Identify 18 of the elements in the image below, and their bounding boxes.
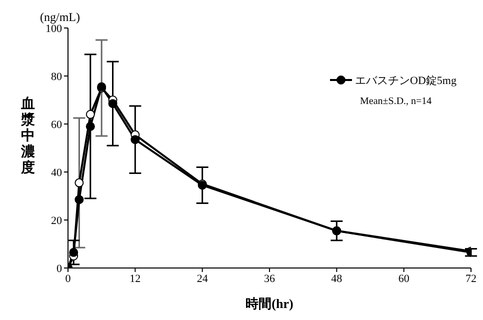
y-tick-label: 100 xyxy=(46,22,62,35)
y-tick-label: 60 xyxy=(51,118,62,131)
x-tick-label: 72 xyxy=(466,272,476,285)
y-tick-label: 0 xyxy=(56,262,62,275)
x-tick-label: 60 xyxy=(398,272,410,285)
y-axis-title: 血漿中濃度 xyxy=(20,96,35,176)
y-tick-label: 20 xyxy=(51,214,62,227)
x-tick-label: 48 xyxy=(331,272,343,285)
x-tick-label: 12 xyxy=(130,272,141,285)
x-tick-label: 24 xyxy=(196,272,208,285)
text: (ng/mL) xyxy=(40,10,80,24)
x-tick-label: 0 xyxy=(65,272,72,285)
annotation: Mean±S.D., n=14 xyxy=(360,96,433,107)
y-tick-label: 80 xyxy=(51,70,62,83)
x-axis-title: 時間(hr) xyxy=(246,296,294,311)
y-tick-label: 40 xyxy=(51,166,62,179)
legend-label: エバスチンOD錠5mg xyxy=(355,74,456,88)
x-tick-label: 36 xyxy=(264,272,276,285)
